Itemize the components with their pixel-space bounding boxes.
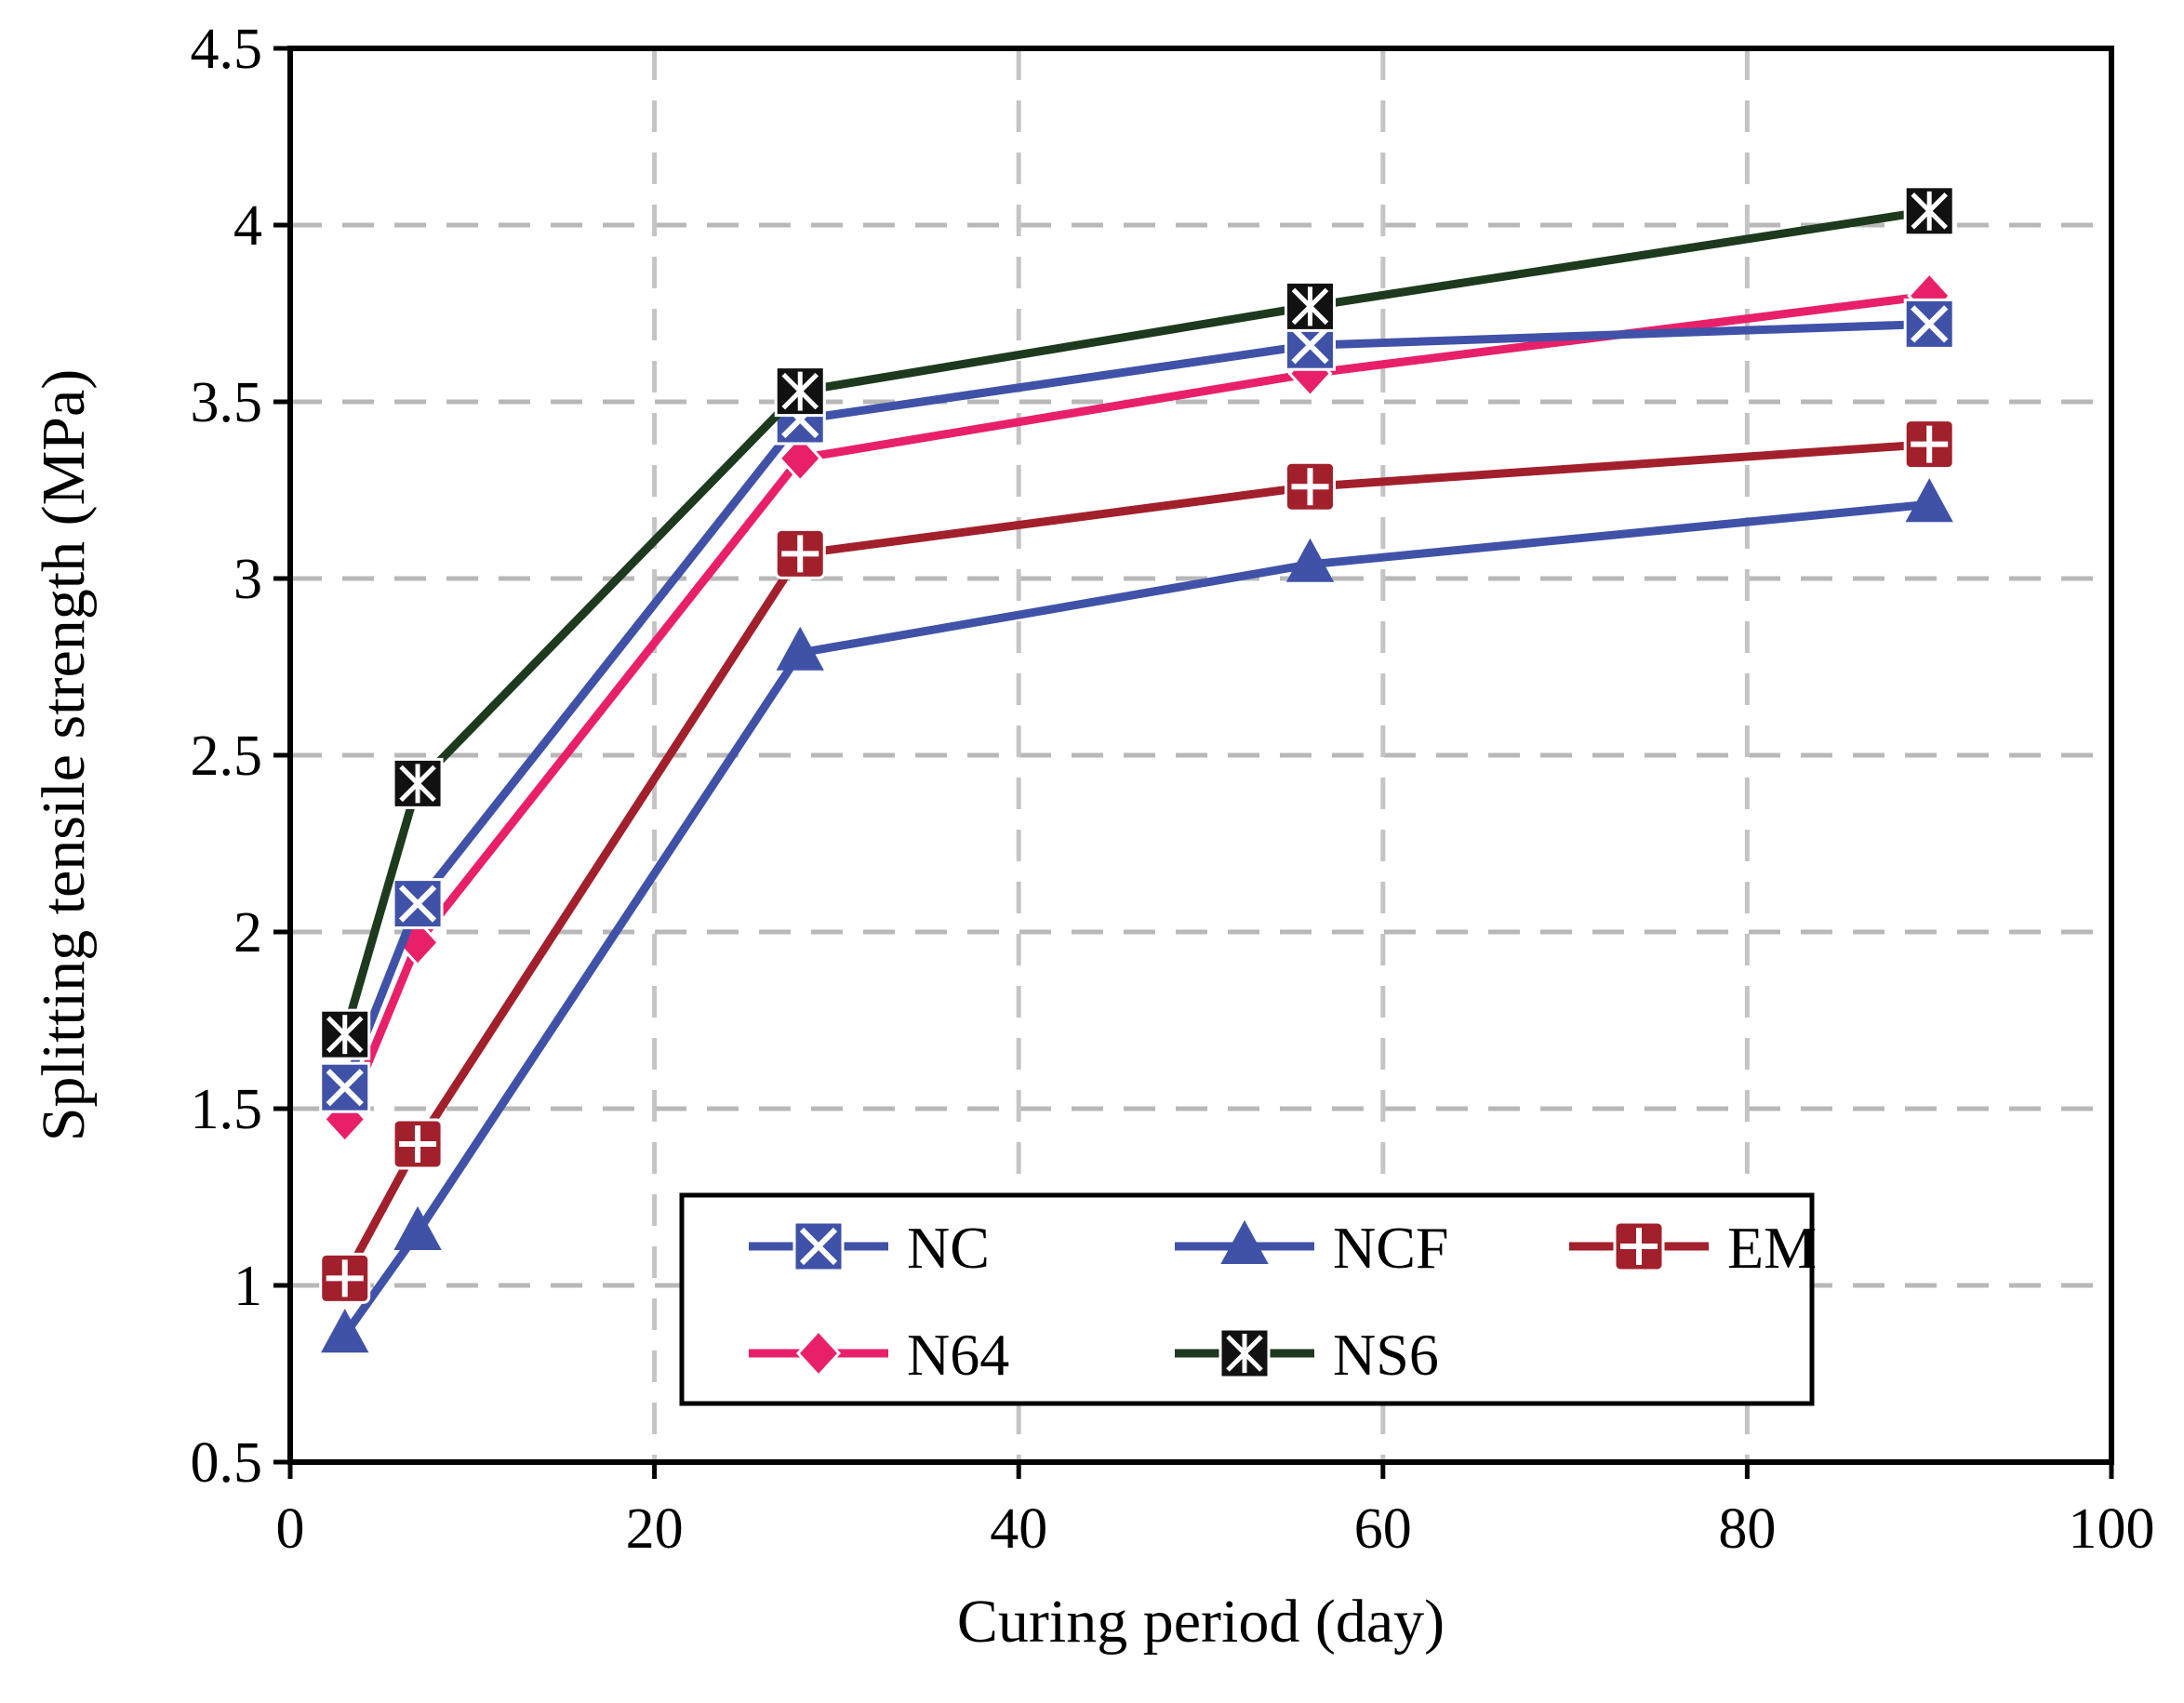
data-point-ns6 bbox=[319, 1008, 371, 1060]
legend-marker-ncf bbox=[1220, 1219, 1269, 1264]
y-tick-label: 2 bbox=[233, 901, 262, 965]
data-point-em bbox=[1284, 460, 1336, 512]
data-point-em bbox=[774, 527, 826, 579]
y-tick-label: 2.5 bbox=[191, 725, 263, 788]
series-line-n64 bbox=[340, 291, 1930, 1122]
series-ns6 bbox=[319, 185, 1955, 1060]
data-point-ncf bbox=[321, 1309, 369, 1353]
legend-label-ncf: NCF bbox=[1333, 1215, 1449, 1281]
x-tick-label: 0 bbox=[276, 1497, 305, 1561]
data-point-em bbox=[1903, 419, 1955, 471]
x-tick-label: 20 bbox=[626, 1497, 684, 1561]
data-point-ncf bbox=[776, 626, 824, 671]
legend-marker-ns6 bbox=[1219, 1327, 1271, 1379]
series-layer bbox=[319, 185, 1955, 1353]
series-nc bbox=[319, 298, 1955, 1113]
legend-marker-em bbox=[1613, 1220, 1665, 1272]
y-tick-label: 4.5 bbox=[191, 18, 263, 81]
x-tick-label: 100 bbox=[2069, 1497, 2155, 1561]
y-tick-label: 3 bbox=[233, 548, 262, 611]
series-em bbox=[319, 419, 1955, 1304]
data-point-ns6 bbox=[774, 366, 826, 418]
y-tick-label: 1 bbox=[233, 1255, 262, 1318]
x-tick-label: 60 bbox=[1354, 1497, 1412, 1561]
legend-marker-nc bbox=[792, 1220, 845, 1272]
legend-label-ns6: NS6 bbox=[1333, 1322, 1439, 1388]
data-point-em bbox=[392, 1118, 444, 1170]
legend-label-n64: N64 bbox=[907, 1322, 1009, 1388]
x-tick-label: 40 bbox=[990, 1497, 1047, 1561]
y-tick-label: 3.5 bbox=[191, 371, 263, 434]
y-tick-label: 0.5 bbox=[191, 1431, 263, 1495]
legend-item-ncf: NCF bbox=[1175, 1215, 1449, 1281]
x-tick-label: 80 bbox=[1718, 1497, 1776, 1561]
grid-layer bbox=[290, 48, 2111, 1462]
data-point-ncf bbox=[1285, 538, 1335, 582]
legend-label-em: EM bbox=[1727, 1215, 1817, 1281]
axis-layer: 0.5 1 1.5 2 2.5 3 3.5 4 4.5 0 20 40 60 80 100 bbox=[191, 18, 2155, 1561]
x-axis-title: Curing period (day) bbox=[957, 1588, 1445, 1656]
legend-item-em: EM bbox=[1569, 1215, 1817, 1281]
data-point-ncf bbox=[1905, 478, 1953, 523]
legend-label-nc: NC bbox=[907, 1215, 990, 1281]
data-point-ns6 bbox=[1903, 185, 1955, 237]
y-tick-label: 4 bbox=[233, 194, 262, 258]
data-point-ns6 bbox=[1284, 280, 1336, 332]
data-point-nc bbox=[1903, 298, 1955, 350]
series-line-em bbox=[340, 440, 1930, 1281]
legend-marker-n64 bbox=[795, 1328, 842, 1378]
legend-item-ns6: NS6 bbox=[1175, 1322, 1439, 1388]
legend-item-nc: NC bbox=[749, 1215, 990, 1281]
data-point-em bbox=[319, 1252, 371, 1304]
y-tick-label: 1.5 bbox=[191, 1078, 263, 1141]
y-axis-title: Splitting tensile strength (MPa) bbox=[30, 369, 98, 1141]
legend-item-n64: N64 bbox=[749, 1322, 1009, 1388]
legend: NC NCF EM N64 NS6 bbox=[679, 1192, 1817, 1406]
data-point-ns6 bbox=[392, 757, 444, 809]
data-point-nc bbox=[392, 878, 444, 930]
series-line-nc bbox=[340, 319, 1930, 1089]
data-point-nc bbox=[319, 1061, 371, 1113]
data-point-n64 bbox=[778, 433, 823, 484]
data-point-ncf bbox=[393, 1205, 442, 1250]
series-ncf bbox=[321, 478, 1953, 1353]
